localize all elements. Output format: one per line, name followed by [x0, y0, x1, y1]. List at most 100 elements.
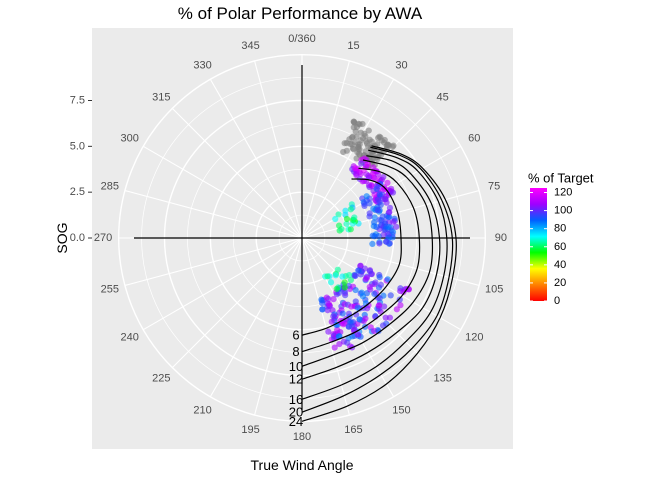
- scatter-point: [353, 155, 360, 162]
- scatter-point: [352, 128, 359, 135]
- polar-curve-12: [301, 155, 441, 380]
- scatter-point: [390, 218, 397, 225]
- scatter-point: [376, 302, 383, 309]
- scatter-point: [336, 340, 343, 348]
- scatter-point: [353, 172, 360, 179]
- scatter-point: [352, 272, 359, 279]
- grid-spoke: [301, 60, 350, 239]
- scatter-point: [325, 328, 332, 335]
- legend-tick-label: 20: [554, 277, 566, 289]
- scatter-point: [339, 310, 346, 317]
- scatter-point: [328, 318, 335, 325]
- polar-curve-8: [301, 167, 421, 353]
- scatter-point: [354, 304, 361, 311]
- scatter-point: [374, 171, 382, 178]
- angle-tick-label: 45: [437, 91, 449, 103]
- scatter-point: [334, 326, 341, 334]
- scatter-point: [383, 238, 390, 245]
- polar-curve-label: 24: [289, 414, 303, 429]
- scatter-point: [355, 120, 362, 127]
- scatter-point: [342, 207, 349, 214]
- scatter-point: [357, 129, 364, 136]
- angle-tick-label: 120: [465, 331, 483, 343]
- scatter-point: [386, 209, 393, 216]
- scatter-point: [341, 279, 348, 286]
- scatter-point: [346, 271, 353, 279]
- scatter-point: [344, 339, 351, 346]
- polar-curve-label: 16: [289, 392, 303, 407]
- scatter-point: [356, 316, 363, 323]
- scatter-point: [363, 193, 370, 200]
- scatter-point: [332, 272, 339, 279]
- scatter-point: [324, 273, 331, 280]
- scatter-point: [352, 165, 359, 172]
- angle-tick-label: 285: [101, 181, 119, 193]
- angle-tick-label: 90: [495, 232, 507, 244]
- angle-tick-label: 225: [152, 373, 170, 385]
- polar-curve-label: 10: [289, 359, 303, 374]
- scatter-point: [383, 199, 390, 206]
- scatter-point: [397, 302, 404, 309]
- x-axis-label: True Wind Angle: [251, 457, 354, 473]
- scatter-point: [331, 344, 338, 351]
- polar-curve-6: [301, 178, 402, 336]
- scatter-point: [334, 266, 341, 273]
- scatter-point: [366, 213, 373, 220]
- legend-title: % of Target: [528, 171, 594, 186]
- scatter-point: [361, 265, 368, 272]
- scatter-point: [365, 182, 373, 189]
- angle-tick-label: 315: [152, 91, 170, 103]
- polar-curve-10: [301, 159, 434, 367]
- angle-tick-label: 330: [193, 60, 211, 72]
- legend-colorbar: [530, 188, 547, 301]
- scatter-point: [371, 290, 378, 298]
- y-tick-label: 7.5: [70, 95, 85, 107]
- angle-tick-label: 60: [468, 133, 480, 145]
- scatter-point: [358, 160, 365, 167]
- scatter-point: [333, 291, 340, 298]
- grid-spoke: [301, 78, 395, 239]
- scatter-point: [379, 322, 387, 329]
- scatter-point: [374, 183, 382, 190]
- scatter-point: [348, 303, 355, 310]
- scatter-point: [389, 228, 397, 236]
- polar-curve-label: 8: [292, 344, 299, 359]
- y-tick-label: 5.0: [70, 140, 85, 152]
- scatter-point: [374, 206, 381, 214]
- scatter-point: [347, 206, 354, 213]
- angle-tick-label: 15: [347, 40, 359, 52]
- scatter-point: [374, 196, 382, 203]
- polar-curve-label: 20: [289, 405, 303, 420]
- scatter-point: [390, 142, 397, 149]
- angle-tick-label: 75: [488, 181, 500, 193]
- polar-curve-label: 6: [292, 328, 299, 343]
- scatter-point: [339, 273, 346, 280]
- scatter-point: [332, 215, 339, 223]
- scatter-point: [386, 314, 394, 321]
- scatter-point: [376, 191, 383, 198]
- angle-tick-label: 195: [241, 424, 259, 436]
- scatter-point: [340, 148, 347, 156]
- grid-spoke: [171, 107, 303, 239]
- polar-curve-label: 12: [289, 372, 303, 387]
- scatter-point: [330, 331, 337, 338]
- scatter-point: [366, 268, 374, 275]
- y-tick-label: 2.5: [70, 186, 85, 198]
- scatter-point: [345, 323, 352, 330]
- scatter-point: [347, 226, 354, 233]
- scatter-point: [383, 142, 390, 149]
- scatter-point: [353, 133, 360, 140]
- legend-tick-label: 100: [554, 205, 572, 217]
- angle-tick-label: 240: [121, 331, 139, 343]
- scatter-point: [375, 328, 382, 335]
- angle-tick-label: 300: [121, 133, 139, 145]
- grid-spoke: [209, 78, 303, 239]
- scatter-point: [349, 141, 356, 148]
- scatter-point: [319, 299, 326, 307]
- grid-spoke: [142, 237, 303, 331]
- scatter-point: [355, 267, 362, 274]
- scatter-point: [369, 240, 376, 248]
- scatter-point: [354, 331, 362, 338]
- grid-spoke: [209, 237, 303, 398]
- scatter-point: [371, 219, 378, 226]
